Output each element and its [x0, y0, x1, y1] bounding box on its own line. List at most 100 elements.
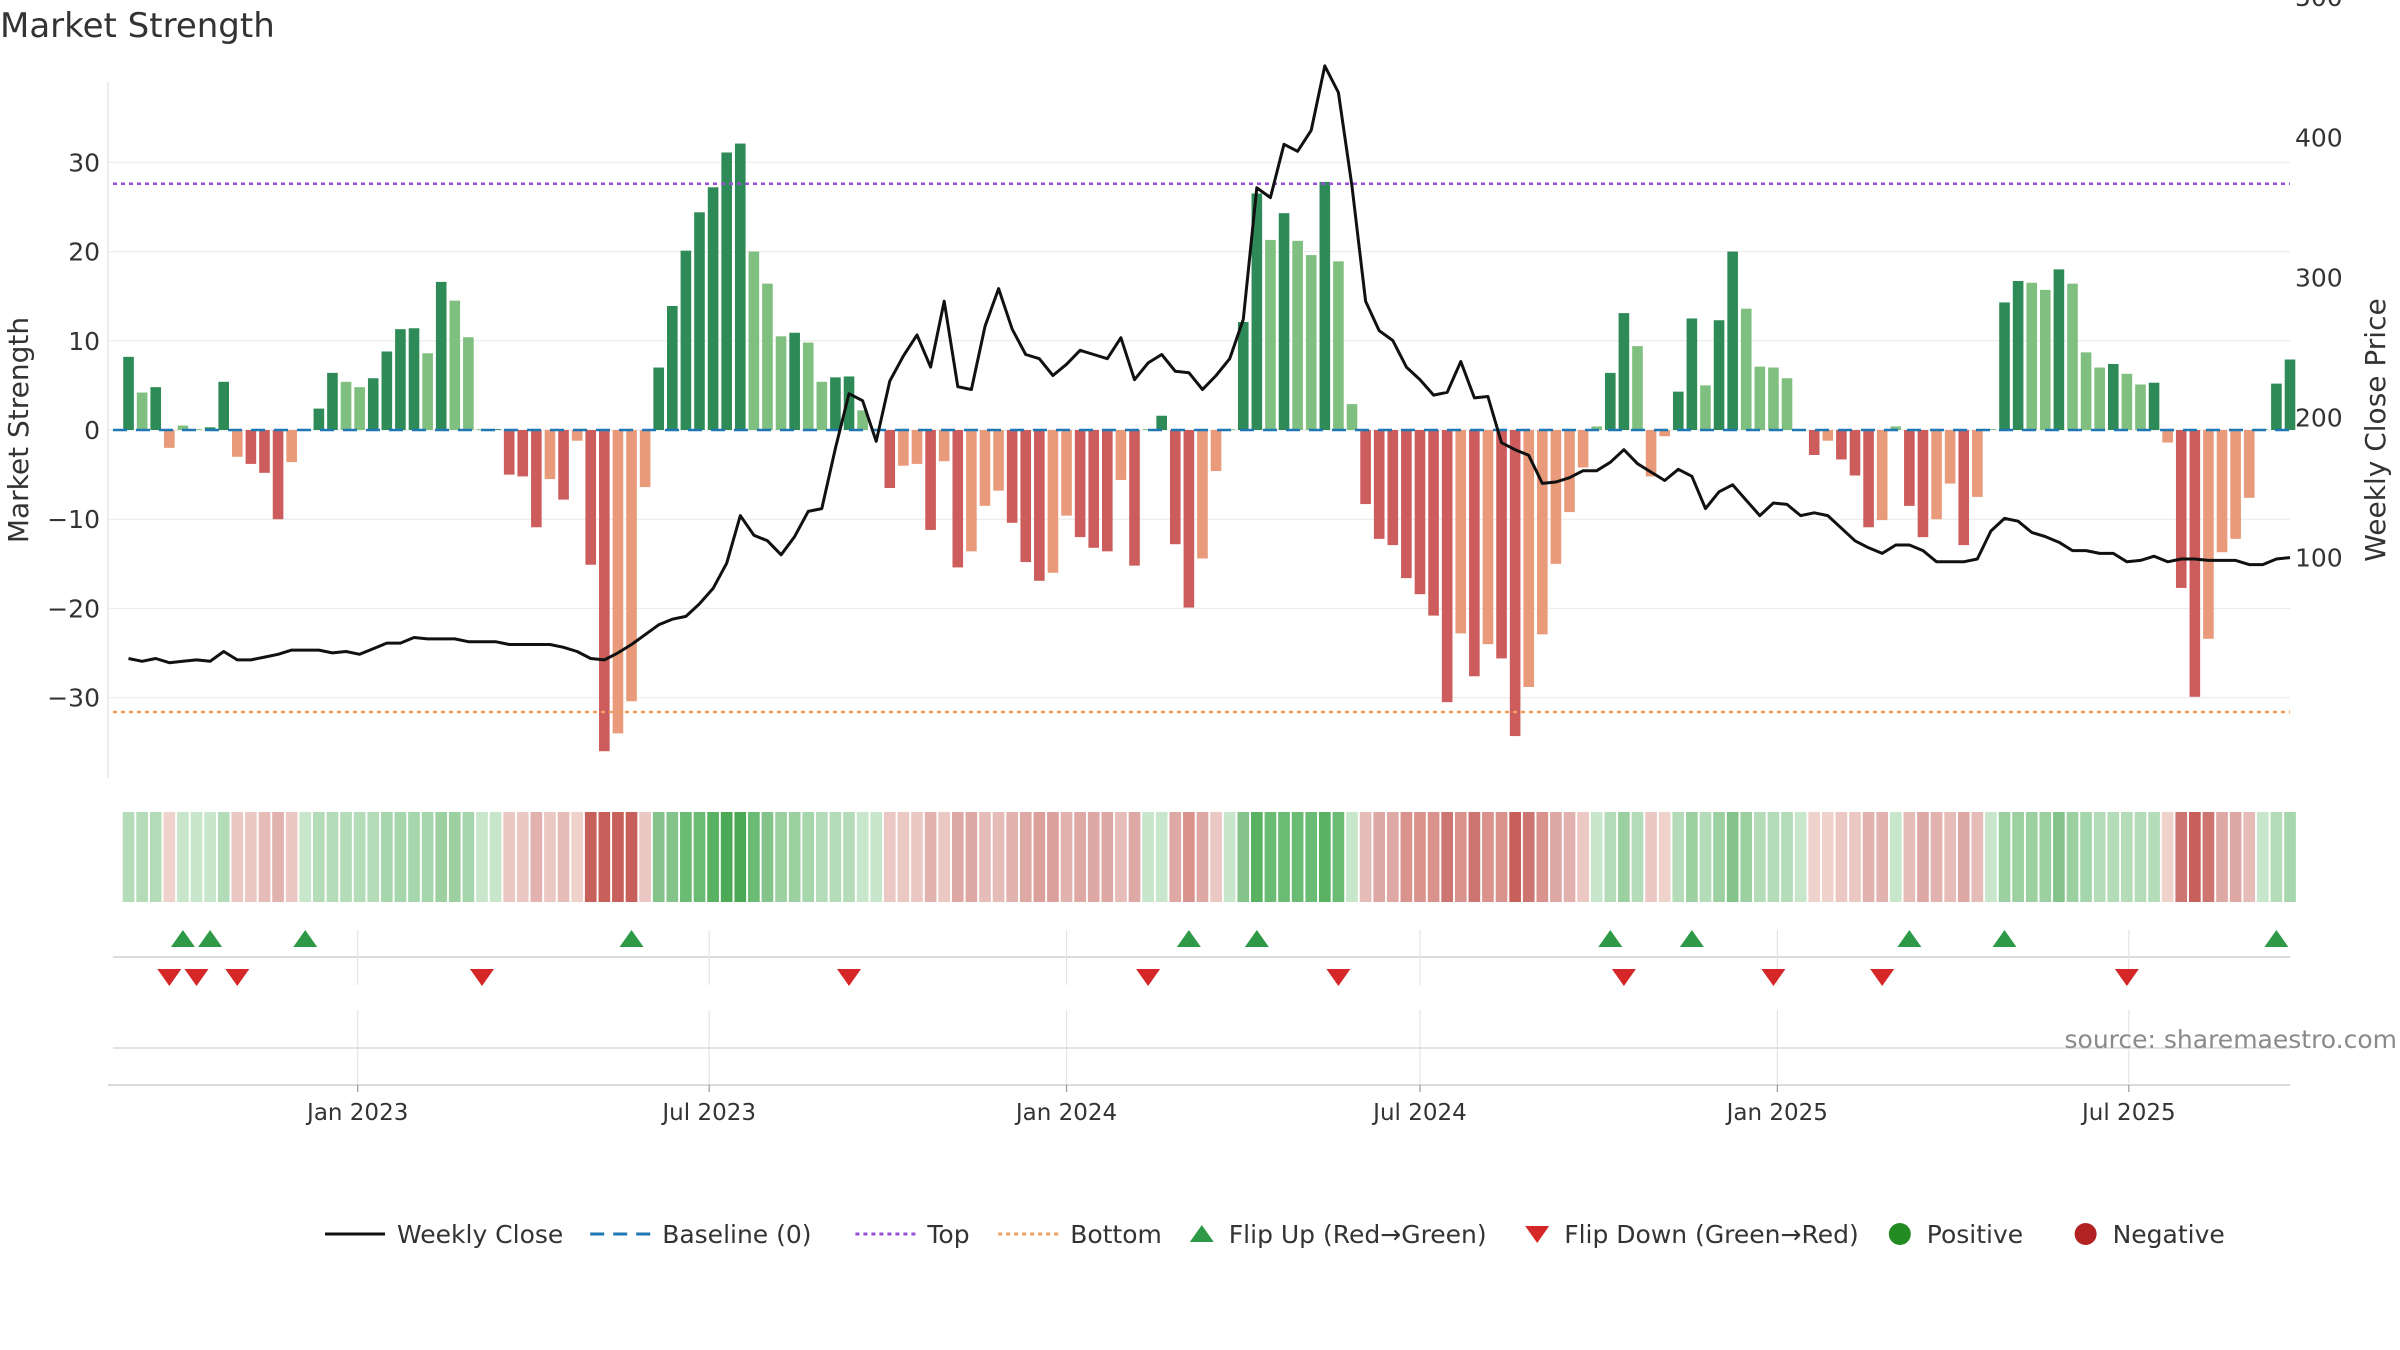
strip-cell — [394, 812, 407, 902]
strength-bar — [2175, 430, 2187, 588]
strength-bar — [1115, 430, 1127, 480]
strength-bar — [1251, 193, 1263, 430]
strength-bar — [1604, 372, 1616, 430]
y2-tick-label: 500 — [2295, 0, 2343, 12]
strength-bar — [191, 429, 202, 430]
strip-cell — [1196, 812, 1209, 902]
y2-tick-label: 200 — [2295, 404, 2343, 433]
strip-cell — [2039, 812, 2052, 902]
left-axis-label: Market Strength — [2, 317, 35, 543]
flip-up-marker — [293, 930, 318, 947]
strip-cell — [516, 812, 529, 902]
flip-up-marker — [1992, 930, 2017, 947]
strength-bar — [204, 427, 216, 430]
x-tick-label: Jan 2024 — [1014, 1100, 1117, 1126]
strip-cell — [1971, 812, 1984, 902]
strength-strip — [122, 812, 2296, 902]
strength-bar — [340, 381, 352, 430]
strip-cell — [340, 812, 352, 902]
strength-bar — [707, 187, 719, 430]
strip-cell — [1318, 812, 1331, 902]
strip-cell — [1713, 812, 1725, 902]
strip-cell — [1577, 812, 1589, 902]
strength-bar — [313, 408, 325, 430]
strength-bar — [1428, 430, 1439, 616]
strip-cell — [1903, 812, 1916, 902]
strip-cell — [652, 812, 665, 902]
strength-bar — [1102, 430, 1113, 552]
strength-bar — [327, 372, 338, 430]
strip-cell — [272, 812, 284, 902]
right-axis-label: Weekly Close Price — [2359, 298, 2392, 561]
strength-bar — [775, 336, 787, 430]
strip-cell — [748, 812, 760, 902]
y2-tick-label: 300 — [2295, 263, 2343, 292]
legend-label: Weekly Close — [397, 1220, 563, 1249]
strength-bar — [2203, 430, 2214, 639]
strength-bar — [1088, 430, 1100, 548]
strength-bar — [367, 378, 379, 430]
strip-cell — [829, 812, 842, 902]
strength-bar — [694, 212, 705, 430]
strength-bar — [1061, 430, 1072, 516]
strength-bar — [490, 429, 501, 430]
y-tick-label: 30 — [68, 148, 100, 177]
strip-cell — [2053, 812, 2065, 902]
strength-bar — [721, 152, 732, 430]
strip-cell — [380, 812, 393, 902]
source-annotation: source: sharemaestro.com — [2065, 1025, 2398, 1054]
strip-cell — [1454, 812, 1467, 902]
legend-symbol-tri-up — [1189, 1225, 1214, 1242]
strength-bar — [1985, 429, 1997, 430]
legend-dot-icon — [1888, 1223, 1911, 1245]
strip-cell — [2025, 812, 2038, 902]
strip-cell — [1074, 812, 1086, 902]
x-tick-label: Jul 2025 — [2080, 1100, 2176, 1126]
strength-bar — [2148, 382, 2160, 430]
strip-cell — [1917, 812, 1929, 902]
strip-cell — [1944, 812, 1956, 902]
legend-label: Negative — [2113, 1220, 2225, 1249]
flip-down-marker — [469, 969, 494, 986]
strength-bar — [1305, 255, 1317, 430]
strip-cell — [979, 812, 991, 902]
strength-bar — [150, 387, 162, 430]
strength-bar — [666, 305, 678, 430]
strip-cell — [1087, 812, 1100, 902]
strip-cell — [408, 812, 420, 902]
y-tick-label: 20 — [68, 238, 100, 267]
legend: Weekly Close Baseline (0) Top Bottom Flip Up… — [325, 1220, 2225, 1249]
strength-bar — [748, 251, 760, 430]
strength-bar — [1808, 430, 1820, 455]
strength-bar — [1197, 430, 1208, 559]
strip-cell — [1699, 812, 1712, 902]
strip-cell — [1740, 812, 1753, 902]
strip-cell — [2216, 812, 2228, 902]
strip-cell — [1359, 812, 1372, 902]
strip-cell — [1251, 812, 1263, 902]
legend-symbol-dot — [1888, 1223, 1911, 1245]
strength-bar — [1958, 430, 1970, 546]
strength-bar — [1822, 430, 1834, 441]
strength-bar — [599, 430, 610, 752]
flip-down-marker — [1761, 969, 1786, 986]
strength-bar — [381, 351, 393, 430]
flip-up-marker — [1598, 930, 1623, 947]
legend-triangle-up-icon — [1189, 1225, 1214, 1242]
y-tick-label: 0 — [84, 416, 100, 445]
strength-bar — [898, 430, 909, 466]
strip-cell — [1237, 812, 1250, 902]
strip-cell — [693, 812, 706, 902]
strip-cell — [1305, 812, 1318, 902]
strip-cell — [448, 812, 461, 902]
strength-bar — [449, 300, 461, 430]
strength-bar — [1686, 318, 1698, 430]
flip-down-marker — [225, 969, 250, 986]
flip-down-marker — [184, 969, 209, 986]
strip-cell — [571, 812, 583, 902]
strength-bar — [830, 377, 841, 430]
strength-bar — [164, 430, 175, 448]
strip-cell — [2229, 812, 2242, 902]
strip-cell — [1400, 812, 1413, 902]
strip-cell — [883, 812, 896, 902]
